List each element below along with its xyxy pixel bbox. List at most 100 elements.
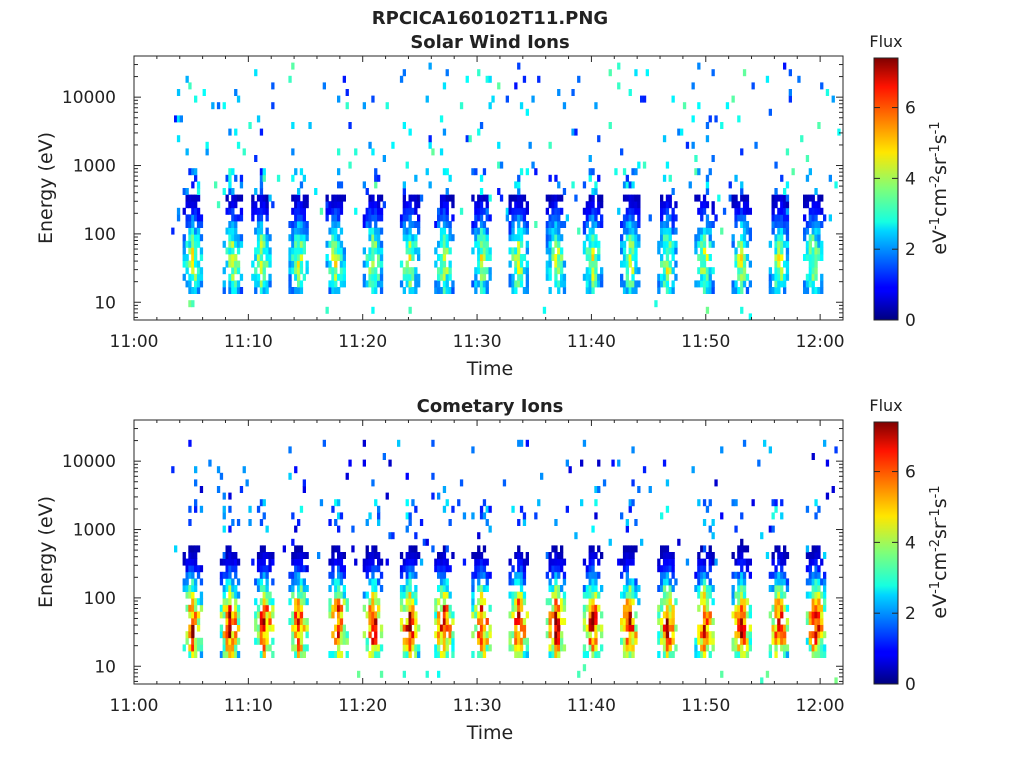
- heatmap-cell: [814, 618, 818, 625]
- heatmap-cell: [236, 558, 241, 566]
- heatmap-cell: [580, 499, 584, 507]
- heatmap-cell: [745, 644, 750, 652]
- heatmap-cell: [334, 260, 338, 268]
- heatmap-cell: [297, 651, 301, 658]
- heatmap-cell: [411, 644, 415, 652]
- heatmap-cell: [551, 604, 555, 612]
- heatmap-cell: [408, 234, 412, 242]
- heatmap-cell: [236, 214, 241, 222]
- heatmap-cell: [305, 227, 309, 235]
- heatmap-cell: [236, 260, 241, 268]
- heatmap-cell: [634, 69, 638, 77]
- heatmap-cell: [371, 306, 375, 314]
- heatmap-cell: [591, 598, 595, 606]
- heatmap-cell: [551, 591, 555, 599]
- heatmap-cell: [256, 578, 261, 586]
- heatmap-cell: [588, 267, 592, 275]
- heatmap-cell: [740, 188, 744, 195]
- heatmap-cell: [405, 598, 409, 606]
- heatmap-cell: [660, 512, 664, 520]
- heatmap-cell: [437, 598, 441, 606]
- heatmap-cell: [700, 254, 704, 261]
- heatmap-cell: [734, 194, 738, 202]
- heatmap-cell: [588, 194, 592, 202]
- heatmap-cell: [625, 234, 629, 242]
- heatmap-cell: [408, 227, 412, 235]
- heatmap-cell: [265, 287, 269, 294]
- heatmap-cell: [783, 578, 787, 586]
- heatmap-cell: [368, 234, 372, 242]
- heatmap-cell: [399, 585, 404, 592]
- heatmap-cell: [731, 201, 735, 209]
- heatmap-cell: [525, 611, 529, 619]
- heatmap-cell: [582, 611, 587, 619]
- heatmap-cell: [262, 611, 266, 619]
- heatmap-cell: [560, 207, 564, 215]
- heatmap-cell: [482, 571, 487, 579]
- heatmap-cell: [631, 644, 635, 652]
- heatmap-cell: [597, 545, 601, 553]
- heatmap-cell: [371, 624, 375, 632]
- heatmap-cell: [219, 631, 224, 639]
- heatmap-cell: [702, 571, 707, 579]
- heatmap-cell: [259, 287, 264, 294]
- heatmap-cell: [720, 670, 724, 678]
- heatmap-cell: [371, 578, 375, 586]
- heatmap-cell: [228, 505, 232, 513]
- heatmap-cell: [231, 254, 235, 261]
- heatmap-cell: [780, 214, 784, 222]
- heatmap-cell: [485, 578, 489, 586]
- heatmap-cell: [331, 273, 335, 281]
- heatmap-cell: [805, 194, 810, 202]
- heatmap-cell: [814, 267, 818, 275]
- heatmap-cell: [196, 280, 201, 288]
- heatmap-cell: [591, 578, 595, 586]
- heatmap-cell: [254, 618, 258, 625]
- heatmap-cell: [671, 240, 675, 248]
- heatmap-cell: [557, 585, 561, 592]
- heatmap-cell: [582, 247, 587, 255]
- heatmap-cell: [517, 273, 521, 281]
- heatmap-cell: [196, 194, 201, 202]
- heatmap-cell: [299, 604, 304, 612]
- heatmap-cell: [783, 604, 787, 612]
- heatmap-cell: [697, 207, 701, 215]
- heatmap-cell: [362, 604, 366, 612]
- heatmap-cell: [783, 591, 787, 599]
- heatmap-cell: [362, 214, 366, 222]
- heatmap-cell: [783, 651, 787, 658]
- heatmap-cell: [294, 545, 298, 553]
- heatmap-cell: [534, 168, 538, 176]
- heatmap-cell: [191, 273, 195, 281]
- heatmap-cell: [362, 247, 366, 255]
- heatmap-cell: [665, 161, 670, 169]
- heatmap-cell: [259, 631, 264, 639]
- heatmap-cell: [302, 240, 306, 248]
- heatmap-cell: [194, 280, 198, 288]
- heatmap-cell: [334, 254, 338, 261]
- heatmap-cell: [708, 552, 712, 559]
- heatmap-cell: [374, 214, 378, 222]
- heatmap-cell: [560, 598, 564, 606]
- heatmap-cell: [674, 598, 678, 606]
- heatmap-cell: [820, 618, 824, 625]
- x-tick-label: 11:00: [110, 332, 159, 352]
- heatmap-cell: [479, 505, 484, 513]
- heatmap-cell: [774, 591, 778, 599]
- heatmap-cell: [379, 273, 384, 281]
- heatmap-cell: [442, 207, 447, 215]
- heatmap-cell: [785, 201, 790, 209]
- heatmap-cell: [737, 240, 741, 248]
- heatmap-cell: [345, 598, 349, 606]
- heatmap-cell: [357, 670, 361, 678]
- heatmap-cell: [774, 644, 778, 652]
- heatmap-cell: [391, 141, 395, 149]
- heatmap-cell: [548, 201, 552, 209]
- heatmap-cell: [517, 234, 521, 242]
- heatmap-cell: [488, 273, 492, 281]
- heatmap-cell: [594, 267, 598, 275]
- heatmap-cell: [334, 267, 338, 275]
- heatmap-cell: [259, 618, 264, 625]
- heatmap-cell: [297, 194, 301, 202]
- heatmap-cell: [362, 591, 366, 599]
